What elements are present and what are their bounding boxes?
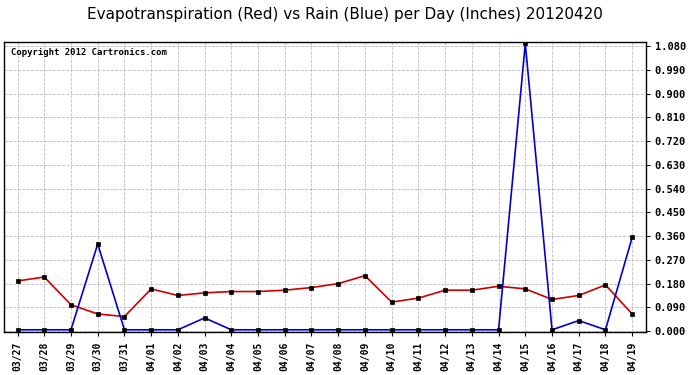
Text: Copyright 2012 Cartronics.com: Copyright 2012 Cartronics.com (10, 48, 166, 57)
Text: Evapotranspiration (Red) vs Rain (Blue) per Day (Inches) 20120420: Evapotranspiration (Red) vs Rain (Blue) … (87, 8, 603, 22)
